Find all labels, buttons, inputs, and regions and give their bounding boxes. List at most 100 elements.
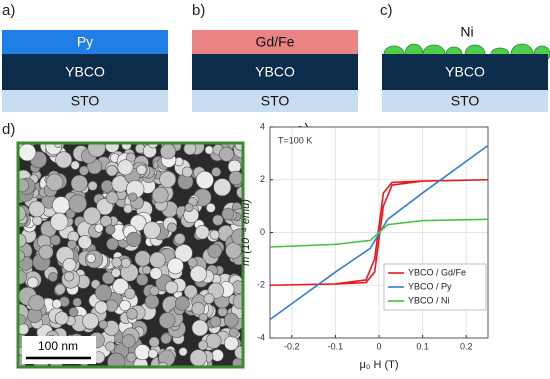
grain: [142, 265, 152, 275]
grain: [160, 143, 176, 160]
grain: [134, 250, 151, 267]
grain: [100, 179, 114, 193]
x-tick-label: -0.1: [328, 341, 344, 351]
grain: [178, 347, 188, 357]
scale-bar-box: [22, 336, 96, 364]
grain: [126, 231, 142, 247]
grain: [158, 312, 176, 329]
grain: [18, 178, 29, 193]
grain: [77, 235, 92, 250]
grain: [184, 203, 194, 213]
grain: [181, 166, 193, 178]
grain: [227, 159, 242, 174]
sto-layer: [382, 90, 548, 112]
grain: [223, 312, 239, 328]
layer-label: STO: [261, 93, 290, 109]
grain: [195, 171, 214, 190]
grain: [190, 265, 207, 283]
grain: [28, 294, 45, 311]
x-tick-label: 0: [376, 341, 381, 351]
grain: [205, 333, 222, 349]
grain: [149, 251, 166, 269]
grain: [148, 336, 160, 348]
grain: [45, 173, 64, 191]
grain: [204, 145, 214, 155]
grain: [62, 258, 77, 272]
grain: [106, 237, 119, 251]
grain: [119, 299, 131, 312]
grain: [207, 243, 222, 259]
sem-grains: [18, 143, 243, 367]
grain: [136, 273, 149, 286]
grain: [82, 312, 99, 330]
grain: [18, 143, 37, 162]
grain: [221, 207, 235, 221]
grain: [79, 165, 89, 176]
grain: [107, 352, 126, 367]
grain: [51, 299, 62, 309]
sto-layer: [192, 90, 358, 112]
grain: [68, 307, 79, 317]
grain: [106, 165, 118, 177]
grain: [134, 344, 151, 361]
y-tick-label: 4: [260, 121, 265, 131]
grain: [231, 228, 243, 246]
grain: [148, 348, 158, 359]
grain: [144, 294, 160, 309]
grain: [197, 340, 209, 351]
grain: [234, 143, 243, 151]
chart: -0.2 -0.1 0 0.1 0.2 -4 -2 0 2 4 T=100 K μ₀ H (T) m (…: [240, 121, 489, 371]
grain: [212, 214, 224, 226]
grain: [189, 349, 208, 367]
grain: [232, 293, 243, 310]
grain: [213, 178, 232, 197]
grain: [211, 167, 222, 177]
grain: [105, 224, 116, 235]
grain: [126, 352, 137, 363]
grain: [152, 186, 169, 204]
grain: [105, 341, 116, 352]
grain: [83, 206, 101, 225]
grain: [187, 257, 198, 268]
grain: [209, 315, 222, 328]
panel-label: b): [192, 2, 205, 19]
panel-label: d): [2, 121, 15, 138]
grain: [70, 160, 80, 170]
series-line: [269, 178, 489, 287]
grain: [160, 333, 172, 345]
py-layer: [2, 30, 168, 54]
grain: [120, 257, 131, 268]
grain: [68, 194, 87, 213]
grain: [203, 293, 215, 305]
grain: [117, 159, 134, 176]
grain: [234, 345, 243, 360]
layer-label: YBCO: [445, 64, 485, 80]
grain: [55, 151, 73, 169]
legend-label: YBCO / Ni: [408, 295, 450, 305]
grain: [191, 319, 209, 337]
legend-label: YBCO / Py: [408, 281, 452, 291]
grain: [104, 143, 120, 153]
grain: [174, 296, 190, 311]
grain: [94, 223, 104, 233]
y-tick-label: -4: [257, 332, 265, 342]
grain: [183, 143, 197, 156]
grain: [121, 334, 136, 348]
grain: [173, 233, 186, 245]
grain: [54, 311, 69, 326]
layer-label: STO: [451, 93, 480, 109]
grain: [67, 239, 77, 250]
grain: [94, 284, 112, 302]
x-tick-label: 0.2: [460, 341, 473, 351]
y-tick-label: 2: [260, 174, 265, 184]
layer-label: Gd/Fe: [256, 34, 295, 50]
grain: [183, 284, 198, 299]
layer-label: STO: [71, 93, 100, 109]
grain: [128, 192, 138, 202]
grain: [159, 170, 177, 188]
grain: [149, 267, 163, 280]
grain: [167, 257, 184, 275]
grain: [191, 302, 205, 316]
grain: [28, 200, 46, 218]
